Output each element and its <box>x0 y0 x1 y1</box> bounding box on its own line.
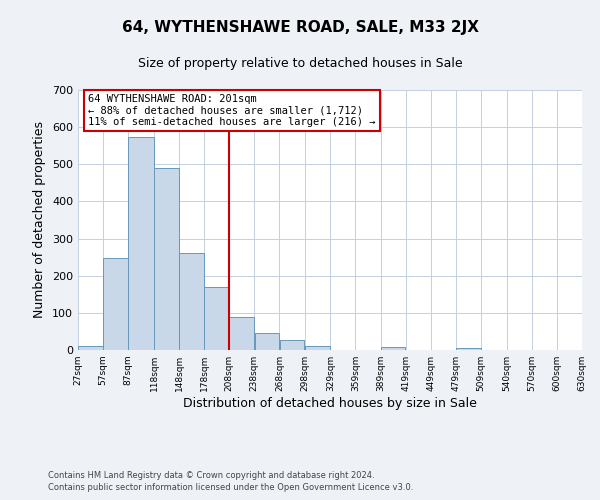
Bar <box>229 317 254 350</box>
Bar <box>103 258 128 350</box>
Bar <box>305 346 330 350</box>
Text: Size of property relative to detached houses in Sale: Size of property relative to detached ho… <box>137 58 463 70</box>
Text: Contains public sector information licensed under the Open Government Licence v3: Contains public sector information licen… <box>48 484 413 492</box>
Bar <box>128 137 154 350</box>
Bar <box>381 348 406 350</box>
Text: 64 WYTHENSHAWE ROAD: 201sqm
← 88% of detached houses are smaller (1,712)
11% of : 64 WYTHENSHAWE ROAD: 201sqm ← 88% of det… <box>88 94 376 127</box>
Bar <box>280 340 304 350</box>
Text: 64, WYTHENSHAWE ROAD, SALE, M33 2JX: 64, WYTHENSHAWE ROAD, SALE, M33 2JX <box>121 20 479 35</box>
Bar <box>78 346 103 350</box>
Bar <box>254 333 279 350</box>
Bar <box>205 287 229 350</box>
Y-axis label: Number of detached properties: Number of detached properties <box>34 122 46 318</box>
Bar <box>154 168 179 350</box>
Bar <box>179 254 204 350</box>
Text: Contains HM Land Registry data © Crown copyright and database right 2024.: Contains HM Land Registry data © Crown c… <box>48 471 374 480</box>
X-axis label: Distribution of detached houses by size in Sale: Distribution of detached houses by size … <box>183 397 477 410</box>
Bar <box>456 348 481 350</box>
